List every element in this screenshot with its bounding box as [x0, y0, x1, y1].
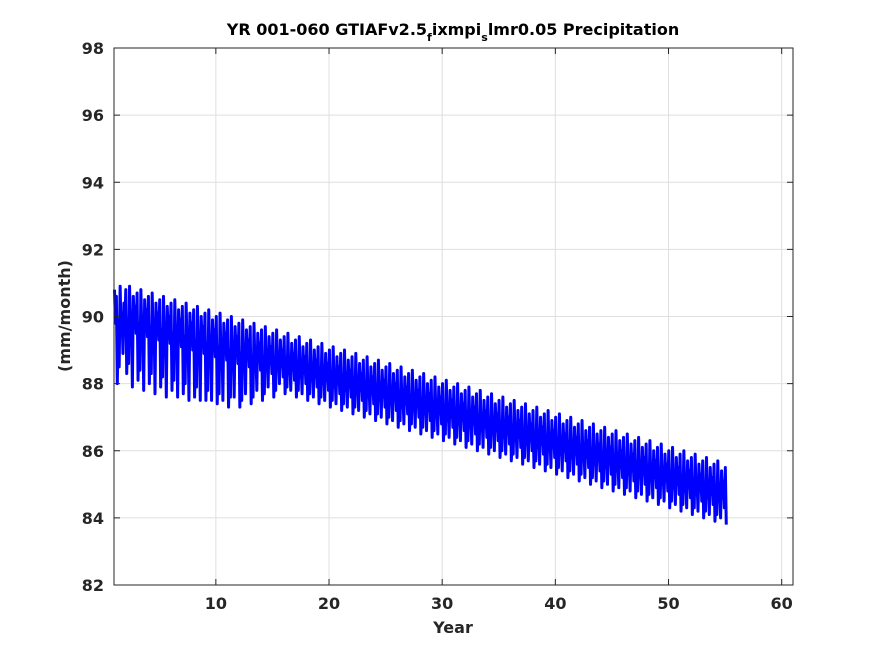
x-tick-label: 60 — [771, 594, 793, 613]
x-tick-label: 20 — [318, 594, 340, 613]
y-axis-label: (mm/month) — [55, 260, 74, 372]
x-axis-label: Year — [432, 618, 473, 637]
x-tick-label: 40 — [544, 594, 566, 613]
y-tick-label: 96 — [82, 106, 104, 125]
y-tick-label: 88 — [82, 375, 104, 394]
tick-layer: 10 20 30 40 50 60 82 84 86 88 90 92 94 96 98 — [82, 39, 793, 613]
series-line — [112, 284, 728, 525]
y-tick-label: 98 — [82, 39, 104, 58]
y-tick-label: 82 — [82, 576, 104, 595]
y-tick-label: 92 — [82, 240, 104, 259]
series-layer — [112, 284, 728, 525]
y-tick-label: 94 — [82, 173, 104, 192]
chart-title: YR 001-060 GTIAFv2.5fixmpislmr0.05 Preci… — [226, 20, 680, 44]
y-tick-label: 86 — [82, 442, 104, 461]
y-tick-label: 84 — [82, 509, 104, 528]
grid-layer — [114, 47, 793, 586]
x-tick-label: 10 — [205, 594, 227, 613]
y-tick-label: 90 — [82, 308, 104, 327]
x-tick-label: 30 — [431, 594, 453, 613]
x-tick-label: 50 — [657, 594, 679, 613]
